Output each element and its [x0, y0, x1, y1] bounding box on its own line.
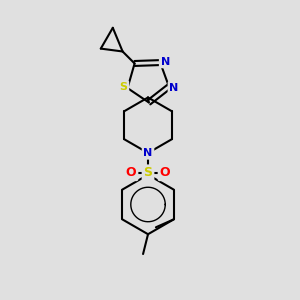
Text: N: N — [143, 148, 153, 158]
Text: S: S — [143, 166, 152, 179]
Text: O: O — [126, 166, 136, 179]
Text: S: S — [120, 82, 128, 92]
Text: N: N — [160, 57, 170, 67]
Text: O: O — [160, 166, 170, 179]
Text: N: N — [169, 82, 178, 93]
